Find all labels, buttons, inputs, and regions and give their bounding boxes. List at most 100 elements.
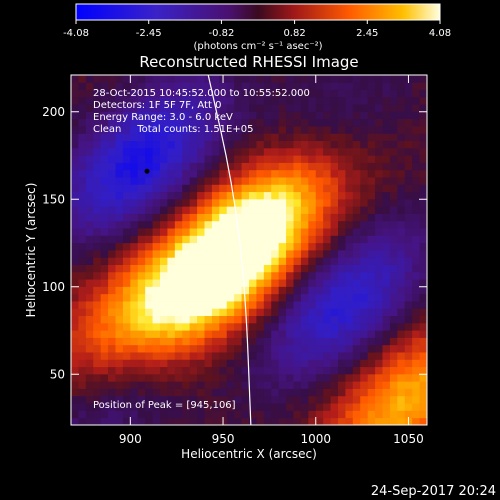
heatmap-cell [108,82,116,90]
heatmap-cell [256,147,265,156]
heatmap-cell [78,257,87,265]
heatmap-cell [271,126,280,134]
heatmap-cell [389,111,398,120]
heatmap-cell [330,75,339,83]
heatmap-cell [85,271,94,280]
heatmap-cell [382,344,391,353]
colorbar-ticks: -4.08 -2.45 -0.82 0.82 2.45 4.08 [63,20,451,39]
heatmap-cell [234,191,242,200]
heatmap-cell [323,388,331,397]
heatmap-cell [263,308,272,317]
heatmap-cell [256,322,265,331]
heatmap-cell [219,308,228,317]
heatmap-cell [189,147,198,156]
heatmap-cell [300,352,309,360]
heatmap-cell [241,220,250,229]
heatmap-cell [197,388,205,397]
heatmap-cell [389,417,398,425]
heatmap-cell [397,155,406,163]
heatmap-cell [382,118,391,127]
heatmap-cell [100,213,109,222]
heatmap-cell [197,373,205,382]
heatmap-cell [382,308,391,317]
heatmap-cell [315,140,324,149]
heatmap-cell [256,228,265,236]
heatmap-cell [93,301,102,309]
heatmap-cell [145,96,153,105]
heatmap-cell [226,322,235,331]
heatmap-cell [397,410,406,419]
heatmap-cell [100,198,109,207]
heatmap-cell [382,169,391,178]
heatmap-cell [367,366,376,375]
heatmap-cell [100,140,109,149]
heatmap-cell [85,293,94,302]
heatmap-cell [397,169,406,178]
heatmap-cell [189,111,198,120]
heatmap-cell [211,395,220,404]
heatmap-cell [167,213,176,222]
heatmap-cell [375,417,383,425]
heatmap-cell [130,111,139,120]
heatmap-cell [412,75,420,83]
heatmap-cell [271,250,280,258]
heatmap-cell [293,184,302,193]
heatmap-cell [345,220,354,229]
heatmap-cell [338,359,346,368]
heatmap-cell [330,242,339,251]
heatmap-cell [189,242,198,251]
heatmap-cell [397,220,406,229]
heatmap-cell [211,250,220,258]
heatmap-cell [145,344,153,353]
heatmap-cell [412,206,420,214]
heatmap-cell [100,184,109,193]
heatmap-cell [197,111,205,120]
heatmap-cell [152,315,161,324]
heatmap-cell [345,126,354,134]
heatmap-cell [412,403,420,411]
heatmap-cell [145,352,153,360]
heatmap-cell [241,75,250,83]
heatmap-cell [211,133,220,142]
heatmap-cell [145,417,153,425]
heatmap-cell [375,271,383,280]
heatmap-cell [389,301,398,309]
heatmap-cell [286,126,294,134]
heatmap-cell [78,206,87,214]
heatmap-cell [137,220,146,229]
heatmap-cell [315,104,324,112]
heatmap-cell [226,330,235,338]
heatmap-cell [323,257,331,265]
heatmap-cell [323,213,331,222]
heatmap-cell [137,322,146,331]
heatmap-cell [404,82,413,90]
heatmap-cell [419,140,427,149]
heatmap-cell [271,220,280,229]
heatmap-cell [108,301,116,309]
heatmap-cell [263,82,272,90]
heatmap-cell [78,279,87,287]
heatmap-cell [375,359,383,368]
heatmap-cell [293,89,302,98]
heatmap-cell [130,96,139,105]
heatmap-cell [115,111,124,120]
heatmap-cell [182,126,191,134]
heatmap-cell [137,388,146,397]
heatmap-cell [93,213,102,222]
heatmap-cell [263,373,272,382]
heatmap-cell [197,257,205,265]
heatmap-cell [256,344,265,353]
heatmap-cell [256,133,265,142]
heatmap-cell [271,104,280,112]
heatmap-cell [345,104,354,112]
heatmap-cell [174,264,183,273]
heatmap-cell [360,250,369,258]
heatmap-cell [345,330,354,338]
heatmap-cell [367,177,376,185]
heatmap-cell [308,410,317,419]
heatmap-cell [360,133,369,142]
heatmap-cell [382,337,391,346]
heatmap-cell [71,220,79,229]
heatmap-cell [189,301,198,309]
heatmap-cell [375,147,383,156]
